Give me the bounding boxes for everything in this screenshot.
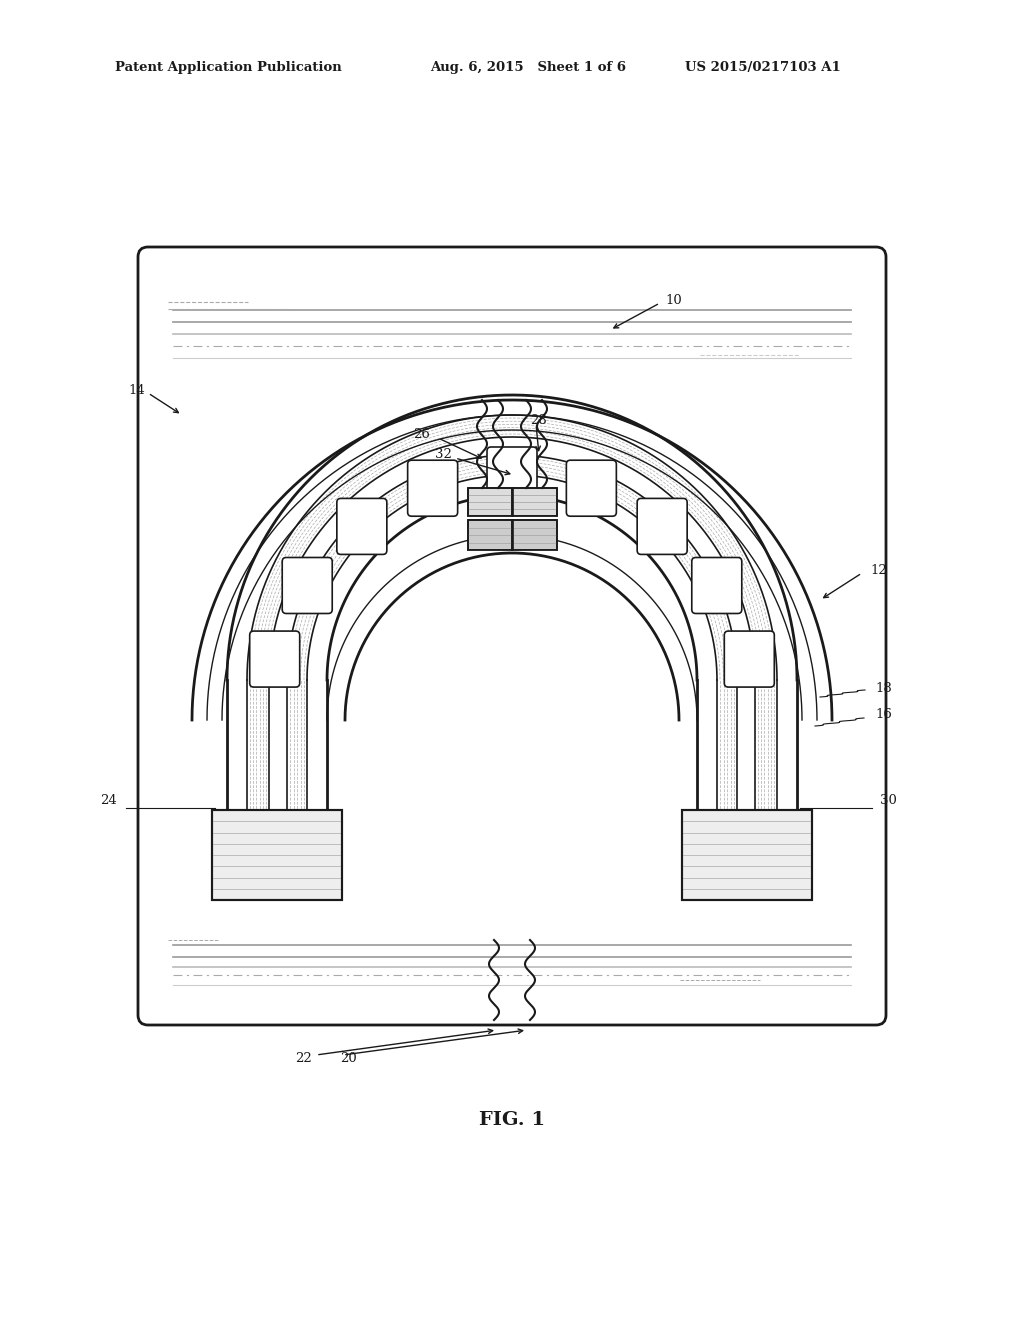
Bar xyxy=(682,810,812,900)
Text: 28: 28 xyxy=(530,413,547,426)
Text: 14: 14 xyxy=(128,384,145,396)
FancyBboxPatch shape xyxy=(724,631,774,688)
Text: 20: 20 xyxy=(340,1052,356,1064)
Text: 16: 16 xyxy=(874,709,892,722)
Bar xyxy=(468,520,513,550)
Text: 30: 30 xyxy=(880,793,897,807)
FancyBboxPatch shape xyxy=(283,557,332,614)
Text: Aug. 6, 2015   Sheet 1 of 6: Aug. 6, 2015 Sheet 1 of 6 xyxy=(430,61,626,74)
Bar xyxy=(468,488,513,516)
Text: Patent Application Publication: Patent Application Publication xyxy=(115,61,342,74)
Text: 22: 22 xyxy=(295,1052,312,1064)
Bar xyxy=(682,810,812,900)
Text: FIG. 1: FIG. 1 xyxy=(479,1111,545,1129)
Text: US 2015/0217103 A1: US 2015/0217103 A1 xyxy=(685,61,841,74)
FancyBboxPatch shape xyxy=(566,461,616,516)
Bar xyxy=(512,488,557,516)
Text: 24: 24 xyxy=(100,793,117,807)
Text: 26: 26 xyxy=(413,429,430,441)
Bar xyxy=(512,488,557,516)
Bar xyxy=(468,520,513,550)
Bar xyxy=(468,488,513,516)
Bar xyxy=(212,810,342,900)
FancyBboxPatch shape xyxy=(138,247,886,1026)
FancyBboxPatch shape xyxy=(487,447,537,503)
Text: 18: 18 xyxy=(874,681,892,694)
FancyBboxPatch shape xyxy=(337,499,387,554)
Bar xyxy=(212,810,342,900)
Bar xyxy=(512,520,557,550)
FancyBboxPatch shape xyxy=(692,557,741,614)
FancyBboxPatch shape xyxy=(637,499,687,554)
FancyBboxPatch shape xyxy=(250,631,300,688)
FancyBboxPatch shape xyxy=(408,461,458,516)
Text: 12: 12 xyxy=(870,564,887,577)
Text: 32: 32 xyxy=(435,449,452,462)
Bar xyxy=(512,520,557,550)
Text: 10: 10 xyxy=(665,293,682,306)
